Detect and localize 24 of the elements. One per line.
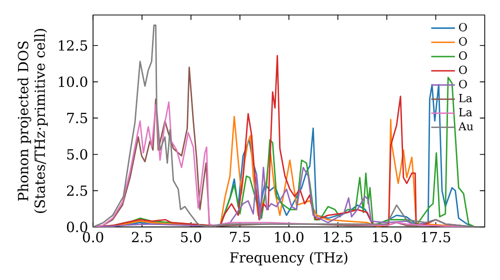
x-tick-label: 7.5 xyxy=(230,232,250,242)
legend-label: O xyxy=(459,37,467,46)
x-tick-label: 12.5 xyxy=(324,232,352,242)
y-axis-title: Phonon projected DOS (States/THz·primitive cell) xyxy=(18,29,48,213)
legend-label: O xyxy=(459,80,467,88)
x-axis-title: Frequency (THz) xyxy=(230,252,348,266)
x-tick-label: 15.0 xyxy=(373,232,402,242)
y-tick-label: 0.0 xyxy=(66,222,88,232)
legend-label: Au xyxy=(458,122,474,130)
legend-label: La xyxy=(459,94,472,102)
x-tick-label: 10.0 xyxy=(275,232,304,242)
x-tick-label: 2.5 xyxy=(132,232,152,242)
legend-label: La xyxy=(459,108,472,116)
y-tick-label: 7.5 xyxy=(67,112,88,124)
y-tick-label: 10.0 xyxy=(58,76,88,88)
x-tick-label: 0.0 xyxy=(82,232,104,242)
y-tick-label: 2.5 xyxy=(66,185,88,196)
x-tick-label: 5.0 xyxy=(181,232,202,242)
legend-label: O xyxy=(459,66,467,74)
y-tick-label: 12.5 xyxy=(58,40,88,51)
x-tick-label: 17.5 xyxy=(422,232,450,242)
legend-label: O xyxy=(459,51,467,60)
legend-label: O xyxy=(459,22,467,32)
y-tick-label: 5.0 xyxy=(67,149,88,160)
